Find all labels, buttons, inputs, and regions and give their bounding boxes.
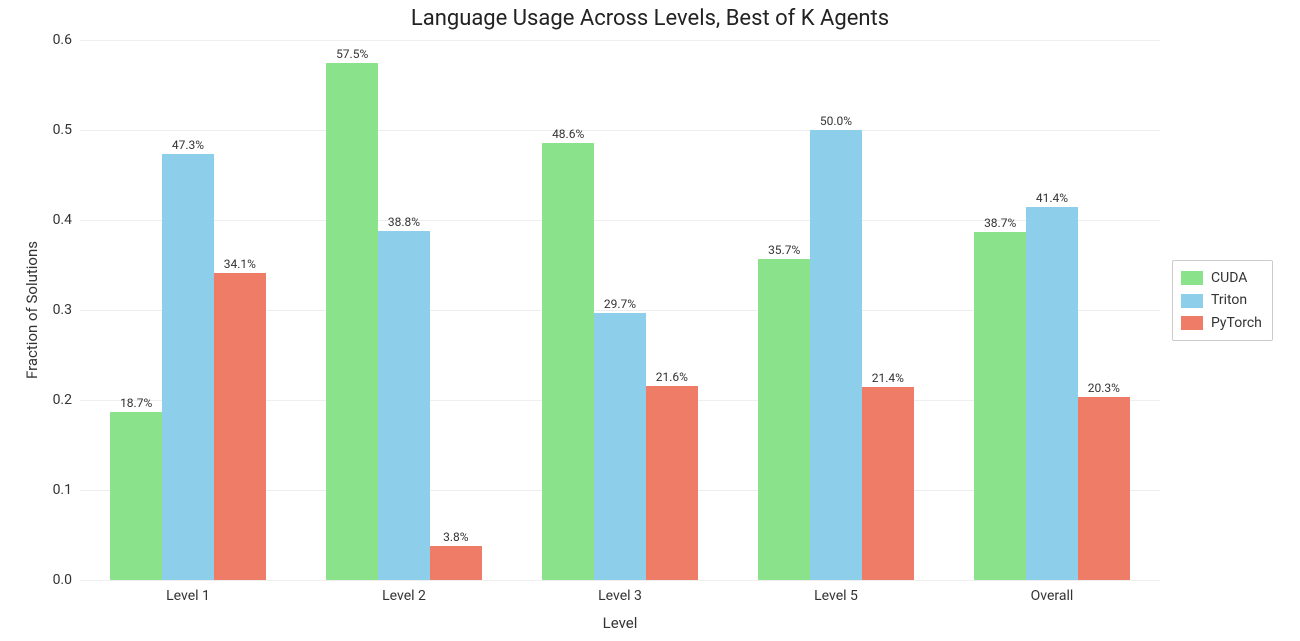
bar-triton bbox=[378, 231, 430, 580]
gridline bbox=[80, 130, 1160, 131]
gridline bbox=[80, 40, 1160, 41]
bar-value-label: 21.4% bbox=[872, 371, 904, 385]
legend-label: Triton bbox=[1211, 289, 1247, 311]
y-tick-label: 0.0 bbox=[53, 572, 80, 588]
x-tick-label: Level 3 bbox=[598, 580, 642, 604]
bar-triton bbox=[810, 130, 862, 580]
bar-pytorch bbox=[862, 387, 914, 580]
x-tick-label: Level 1 bbox=[166, 580, 210, 604]
x-axis-label: Level bbox=[603, 614, 638, 632]
legend-item-pytorch: PyTorch bbox=[1181, 312, 1262, 334]
bar-value-label: 34.1% bbox=[224, 257, 256, 271]
y-axis-label: Fraction of Solutions bbox=[23, 241, 41, 379]
y-tick-label: 0.1 bbox=[53, 482, 80, 498]
y-tick-label: 0.3 bbox=[53, 302, 80, 318]
bar-pytorch bbox=[1078, 397, 1130, 580]
bar-value-label: 41.4% bbox=[1036, 191, 1068, 205]
bar-value-label: 38.8% bbox=[388, 215, 420, 229]
legend-swatch bbox=[1181, 271, 1203, 285]
bar-value-label: 3.8% bbox=[443, 530, 468, 544]
bar-value-label: 20.3% bbox=[1088, 381, 1120, 395]
chart-title: Language Usage Across Levels, Best of K … bbox=[0, 6, 1300, 31]
bar-value-label: 50.0% bbox=[820, 114, 852, 128]
bar-cuda bbox=[110, 412, 162, 580]
bar-triton bbox=[1026, 207, 1078, 580]
plot-area: 0.00.10.20.30.40.50.6Level 118.7%47.3%34… bbox=[80, 40, 1160, 580]
chart-container: Language Usage Across Levels, Best of K … bbox=[0, 0, 1300, 641]
legend: CUDATritonPyTorch bbox=[1172, 260, 1273, 341]
bar-cuda bbox=[758, 259, 810, 580]
bar-value-label: 18.7% bbox=[120, 396, 152, 410]
y-tick-label: 0.2 bbox=[53, 392, 80, 408]
x-tick-label: Overall bbox=[1031, 580, 1074, 604]
bar-triton bbox=[162, 154, 214, 580]
bar-value-label: 29.7% bbox=[604, 297, 636, 311]
y-tick-label: 0.4 bbox=[53, 212, 80, 228]
y-tick-label: 0.6 bbox=[53, 32, 80, 48]
legend-item-cuda: CUDA bbox=[1181, 267, 1262, 289]
legend-label: CUDA bbox=[1211, 267, 1247, 289]
bar-pytorch bbox=[214, 273, 266, 580]
bar-value-label: 57.5% bbox=[336, 47, 368, 61]
x-tick-label: Level 2 bbox=[382, 580, 426, 604]
bar-cuda bbox=[974, 232, 1026, 580]
bar-value-label: 21.6% bbox=[656, 370, 688, 384]
legend-label: PyTorch bbox=[1211, 312, 1262, 334]
bar-cuda bbox=[542, 143, 594, 580]
bar-pytorch bbox=[646, 386, 698, 580]
bar-triton bbox=[594, 313, 646, 580]
legend-swatch bbox=[1181, 316, 1203, 330]
bar-pytorch bbox=[430, 546, 482, 580]
bar-value-label: 38.7% bbox=[984, 216, 1016, 230]
bar-value-label: 48.6% bbox=[552, 127, 584, 141]
bar-value-label: 47.3% bbox=[172, 138, 204, 152]
bar-value-label: 35.7% bbox=[768, 243, 800, 257]
legend-item-triton: Triton bbox=[1181, 289, 1262, 311]
bar-cuda bbox=[326, 63, 378, 581]
legend-swatch bbox=[1181, 294, 1203, 308]
x-tick-label: Level 5 bbox=[814, 580, 858, 604]
y-tick-label: 0.5 bbox=[53, 122, 80, 138]
